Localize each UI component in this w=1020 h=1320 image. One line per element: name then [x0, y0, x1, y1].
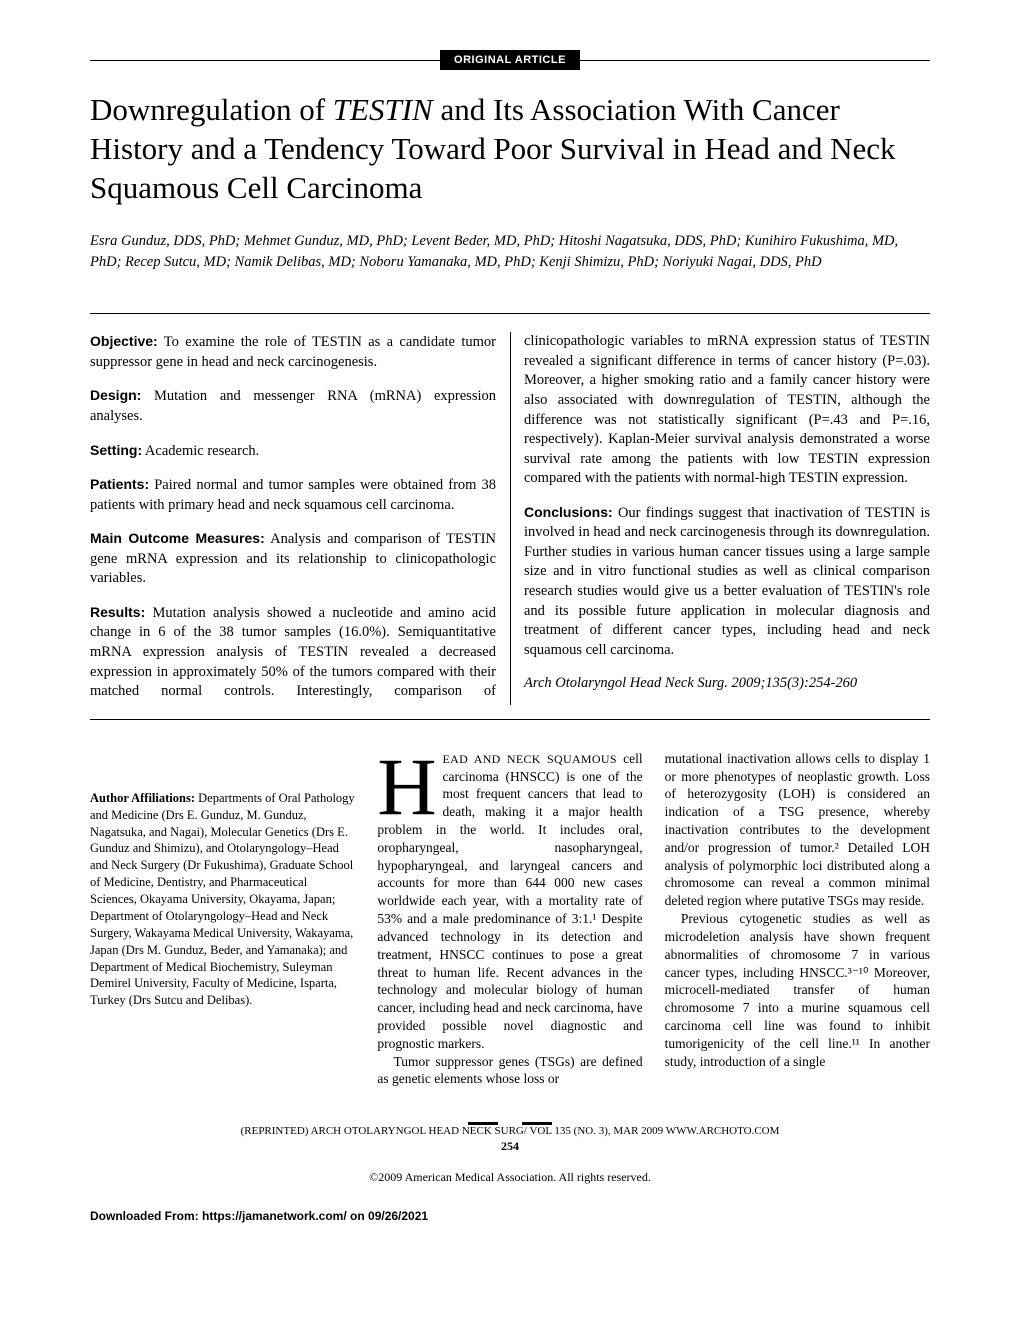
- conclusions-label: Conclusions:: [524, 504, 613, 520]
- abstract-setting: Setting: Academic research.: [90, 441, 496, 462]
- design-label: Design:: [90, 387, 141, 403]
- body-columns: Author Affiliations: Departments of Oral…: [90, 750, 930, 1088]
- affiliations-heading: Author Affiliations:: [90, 791, 195, 805]
- badge-container: ORIGINAL ARTICLE: [90, 50, 930, 70]
- body-column-1: H EAD AND NECK SQUAMOUS cell carcinoma (…: [377, 750, 642, 1088]
- abstract-measures: Main Outcome Measures: Analysis and comp…: [90, 529, 496, 589]
- abstract-box: Objective: To examine the role of TESTIN…: [90, 313, 930, 720]
- setting-text: Academic research.: [142, 443, 259, 459]
- abstract-citation: Arch Otolaryngol Head Neck Surg. 2009;13…: [524, 674, 930, 694]
- article-type-badge: ORIGINAL ARTICLE: [440, 50, 580, 70]
- results-label: Results:: [90, 604, 145, 620]
- body-para-1: H EAD AND NECK SQUAMOUS cell carcinoma (…: [377, 750, 642, 1053]
- abstract-objective: Objective: To examine the role of TESTIN…: [90, 332, 496, 372]
- page-number: 254: [90, 1139, 930, 1154]
- download-note: Downloaded From: https://jamanetwork.com…: [90, 1209, 930, 1223]
- body-para-4: Previous cytogenetic studies as well as …: [665, 910, 930, 1070]
- patients-text: Paired normal and tumor samples were obt…: [90, 477, 496, 513]
- page-footer: (REPRINTED) ARCH OTOLARYNGOL HEAD NECK S…: [90, 1122, 930, 1185]
- measures-label: Main Outcome Measures:: [90, 530, 265, 546]
- abstract-conclusions: Conclusions: Our findings suggest that i…: [524, 503, 930, 661]
- patients-label: Patients:: [90, 476, 149, 492]
- article-title: Downregulation of TESTIN and Its Associa…: [90, 91, 930, 207]
- copyright-notice: ©2009 American Medical Association. All …: [90, 1170, 930, 1185]
- footer-journal-info: (REPRINTED) ARCH OTOLARYNGOL HEAD NECK S…: [90, 1125, 930, 1137]
- objective-label: Objective:: [90, 333, 158, 349]
- body-para-3: mutational inactivation allows cells to …: [665, 750, 930, 910]
- abstract-patients: Patients: Paired normal and tumor sample…: [90, 475, 496, 515]
- author-list: Esra Gunduz, DDS, PhD; Mehmet Gunduz, MD…: [90, 231, 930, 273]
- affiliations-text: Departments of Oral Pathology and Medici…: [90, 791, 355, 1008]
- body-column-2: mutational inactivation allows cells to …: [665, 750, 930, 1088]
- affiliations-column: Author Affiliations: Departments of Oral…: [90, 750, 355, 1088]
- setting-label: Setting:: [90, 442, 142, 458]
- smallcaps-lead: EAD AND NECK SQUAMOUS: [443, 752, 617, 766]
- abstract-columns: Objective: To examine the role of TESTIN…: [90, 332, 930, 705]
- conclusions-text: Our findings suggest that inactivation o…: [524, 505, 930, 658]
- body-para-2: Tumor suppressor genes (TSGs) are define…: [377, 1053, 642, 1089]
- dropcap-letter: H: [377, 750, 442, 818]
- design-text: Mutation and messenger RNA (mRNA) expres…: [90, 388, 496, 424]
- abstract-design: Design: Mutation and messenger RNA (mRNA…: [90, 386, 496, 426]
